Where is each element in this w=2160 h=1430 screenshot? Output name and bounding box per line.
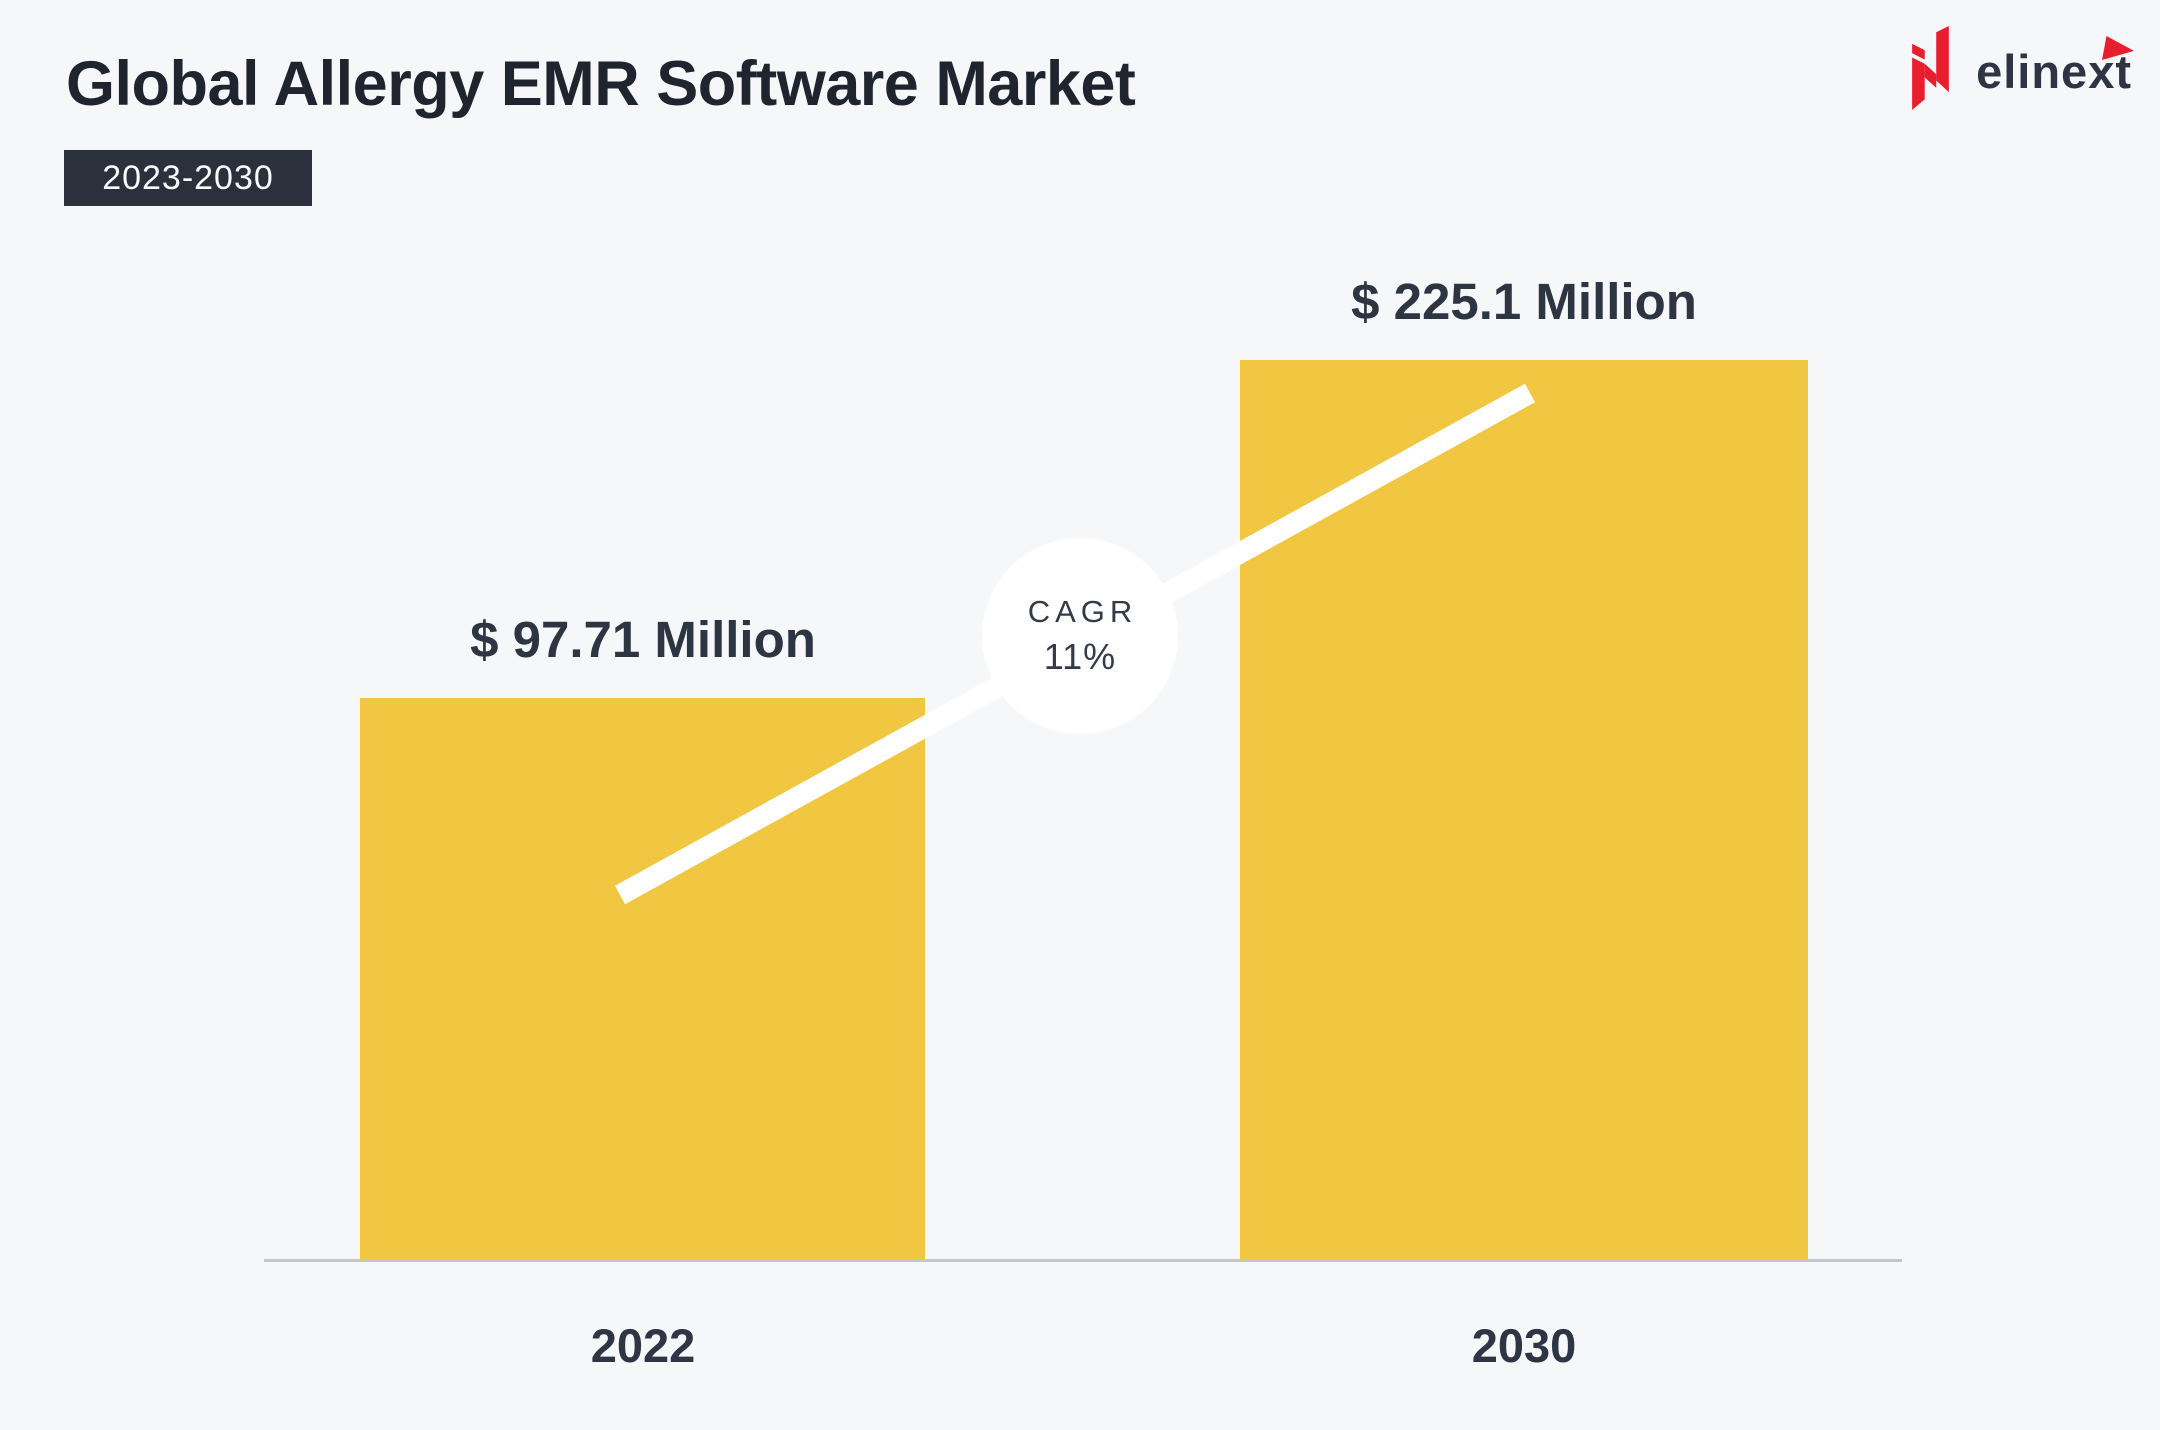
bar-2022 — [360, 698, 925, 1261]
cagr-value: 11% — [1043, 636, 1117, 677]
brand-flag-icon — [2102, 36, 2134, 60]
elinext-logo: elinext — [1908, 26, 2134, 112]
page-title: Global Allergy EMR Software Market — [66, 49, 1136, 119]
x-label-2022: 2022 — [590, 1319, 696, 1372]
period-badge: 2023-2030 — [64, 150, 312, 206]
cagr-badge: CAGR 11% — [982, 538, 1178, 734]
brand-name: elinext — [1976, 36, 2134, 99]
x-label-2030: 2030 — [1471, 1319, 1577, 1372]
cagr-label: CAGR — [1027, 594, 1138, 629]
value-label-2022: $ 97.71 Million — [470, 611, 816, 668]
x-axis-line — [264, 1259, 1902, 1262]
elinext-logo-icon — [1912, 26, 1949, 110]
value-label-2030: $ 225.1 Million — [1351, 273, 1697, 330]
bar-2030 — [1240, 360, 1808, 1261]
